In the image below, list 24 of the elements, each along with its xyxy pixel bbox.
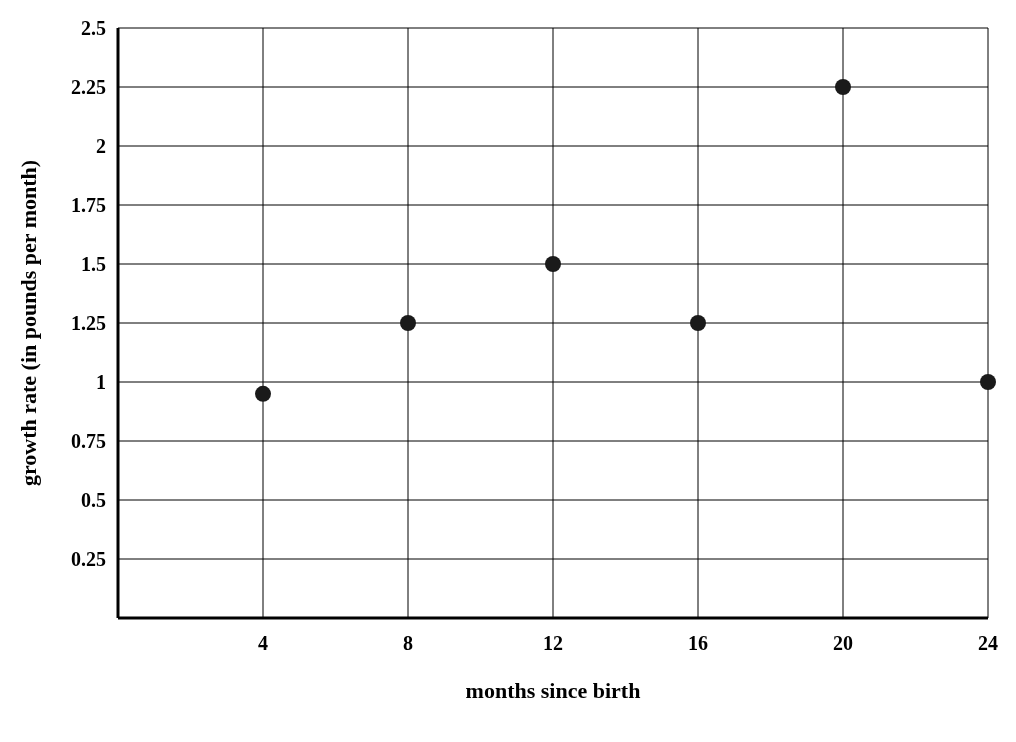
x-tick-label: 8 — [403, 632, 413, 655]
y-tick-label: 0.5 — [81, 489, 106, 512]
x-axis-title: months since birth — [465, 678, 641, 703]
x-tick-label: 24 — [978, 632, 998, 655]
y-tick-label: 1 — [96, 371, 106, 394]
x-tick-label: 20 — [833, 632, 853, 655]
y-tick-label: 0.25 — [71, 548, 106, 571]
point — [835, 79, 851, 95]
y-tick-label: 2.5 — [81, 17, 106, 40]
point — [690, 315, 706, 331]
point — [255, 385, 271, 402]
x-tick-label: 12 — [543, 632, 563, 655]
y-tick-label: 2.25 — [71, 76, 106, 99]
y-tick-label: 2 — [96, 135, 106, 158]
point — [545, 256, 561, 272]
point — [980, 374, 996, 390]
point — [400, 315, 416, 331]
y-tick-label: 1.5 — [81, 253, 106, 276]
x-tick-label: 4 — [258, 632, 268, 655]
y-tick-label: 0.75 — [71, 430, 106, 453]
x-tick-label: 16 — [688, 632, 708, 655]
y-tick-label: 1.25 — [71, 312, 106, 335]
y-axis-title: growth rate (in pounds per month) — [15, 159, 41, 487]
y-tick-label: 1.75 — [71, 194, 106, 217]
